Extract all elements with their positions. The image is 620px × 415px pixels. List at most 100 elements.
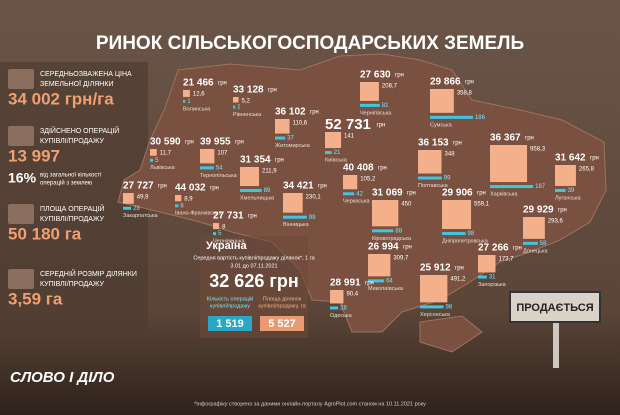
region-deals: 28 <box>133 206 140 212</box>
deals-bar <box>123 206 132 210</box>
summary-label: ПЛОЩА ОПЕРАЦІЙ <box>40 204 104 213</box>
region-name: Івано-Франківська <box>175 211 222 217</box>
region-deals: 1 <box>187 99 191 105</box>
region-area: 358,8 <box>457 91 473 97</box>
deals-bar <box>325 151 332 155</box>
deals-label: купівлі/продажу <box>210 303 250 309</box>
region-area: 559,1 <box>474 202 490 208</box>
region-name: Сумська <box>430 122 453 128</box>
ukraine-deals: 1 519 <box>216 318 244 330</box>
region-area: 49,9 <box>137 195 149 201</box>
ukraine-price: 32 626 грн <box>209 271 298 291</box>
summary-label: КУПІВЛІ/ПРОДАЖУ <box>40 216 105 223</box>
region-price: 29 929 <box>523 205 554 216</box>
ukraine-area: 5 527 <box>268 318 296 330</box>
region-name: Кіровоградська <box>372 236 412 242</box>
summary-icon <box>8 204 34 224</box>
summary-note: від загальної кількості <box>40 173 101 179</box>
region-area: 5,2 <box>242 99 251 105</box>
region-deals: 28 <box>340 306 347 312</box>
area-square <box>490 145 528 183</box>
deals-bar <box>200 166 214 170</box>
sign: ПРОДАЄТЬСЯ <box>509 291 601 368</box>
crimea <box>419 315 483 353</box>
area-square <box>200 149 215 164</box>
region-price: 36 102 <box>275 107 306 118</box>
region-price: 26 994 <box>368 242 399 253</box>
deals-bar <box>490 185 534 189</box>
region-price: 25 912 <box>420 263 451 274</box>
region-deals: 98 <box>468 231 475 237</box>
region-area: 12,6 <box>193 92 205 98</box>
region-name: Львівська <box>150 165 176 171</box>
summary-value: 50 180 га <box>8 224 82 243</box>
region-area: 293,6 <box>548 219 564 225</box>
region-name: Хмельницька <box>240 195 275 201</box>
region-price: 44 032 <box>175 183 206 194</box>
region-price: 31 354 <box>240 155 271 166</box>
summary-share: 16% <box>8 170 37 186</box>
region-price: 34 421 <box>283 181 314 192</box>
summary-label: ЗЕМЕЛЬНОЇ ДІЛЯНКИ <box>40 80 113 88</box>
region-price: 27 731 <box>213 211 244 222</box>
region-name: Полтавська <box>418 183 449 189</box>
area-square <box>233 97 239 103</box>
region-price: 27 630 <box>360 70 391 81</box>
region-area: 348 <box>445 152 456 158</box>
region-deals: 21 <box>334 150 341 156</box>
footer: *Інфографіку створено за даними онлайн-п… <box>194 400 426 407</box>
region-price: 31 642 <box>555 153 586 164</box>
region-price: 52 731 <box>325 116 371 133</box>
summary-value: 3,59 га <box>8 289 63 308</box>
summary-value: 13 997 <box>8 146 60 165</box>
region-unit: грн <box>465 80 474 86</box>
deals-bar <box>183 99 186 103</box>
region-unit: грн <box>477 191 486 197</box>
region-deals: 54 <box>216 165 223 171</box>
area-square <box>442 200 472 230</box>
region-unit: грн <box>525 136 534 142</box>
deals-bar <box>233 105 236 109</box>
region-unit: грн <box>275 158 284 164</box>
summary-label: СЕРЕДНЬОЗВАЖЕНА ЦІНА <box>40 71 132 78</box>
summary-label: СЕРЕДНІЙ РОЗМІР ДІЛЯНКИ <box>40 269 137 278</box>
region-deals: 42 <box>356 191 363 197</box>
sign-text: ПРОДАЄТЬСЯ <box>516 302 593 314</box>
region-unit: грн <box>365 281 374 287</box>
ukraine-title: Україна <box>206 240 248 252</box>
area-box <box>260 316 304 331</box>
region-unit: грн <box>268 88 277 94</box>
region-price: 39 955 <box>200 137 231 148</box>
region-name: Волинська <box>183 106 211 112</box>
area-square <box>283 193 303 213</box>
deals-bar <box>372 229 394 233</box>
region-unit: грн <box>310 110 319 116</box>
region-name: Рівненська <box>233 112 262 118</box>
region-area: 265,8 <box>579 167 595 173</box>
ukraine-period: 3.01 до 07.11.2021 <box>230 263 277 269</box>
summary-label: КУПІВЛІ/ПРОДАЖУ <box>40 281 105 288</box>
deals-bar <box>150 158 154 162</box>
region-deals: 89 <box>264 188 271 194</box>
sign-post <box>553 318 559 368</box>
region-name: Херсонська <box>420 312 451 318</box>
summary-label: ЗДІЙСНЕНО ОПЕРАЦІЙ <box>40 126 119 135</box>
region-area: 107 <box>217 151 228 157</box>
region-deals: 39 <box>568 188 575 194</box>
area-square <box>555 165 576 186</box>
region-deals: 81 <box>382 103 389 109</box>
region-area: 11,7 <box>160 151 172 157</box>
region-name: Запорізька <box>478 282 507 288</box>
region-name: Донецька <box>523 248 548 254</box>
deals-bar <box>418 176 442 180</box>
region-unit: грн <box>455 266 464 272</box>
region-deals: 64 <box>386 278 393 284</box>
region-area: 491,2 <box>450 277 466 283</box>
title: РИНОК СІЛЬСЬКОГОСПОДАРСЬКИХ ЗЕМЕЛЬ <box>96 33 524 54</box>
region-unit: грн <box>453 141 462 147</box>
region-area: 211,9 <box>262 169 277 175</box>
region-price: 29 866 <box>430 77 461 88</box>
area-square <box>150 149 157 156</box>
region-deals: 31 <box>489 275 496 281</box>
area-square <box>213 223 220 230</box>
